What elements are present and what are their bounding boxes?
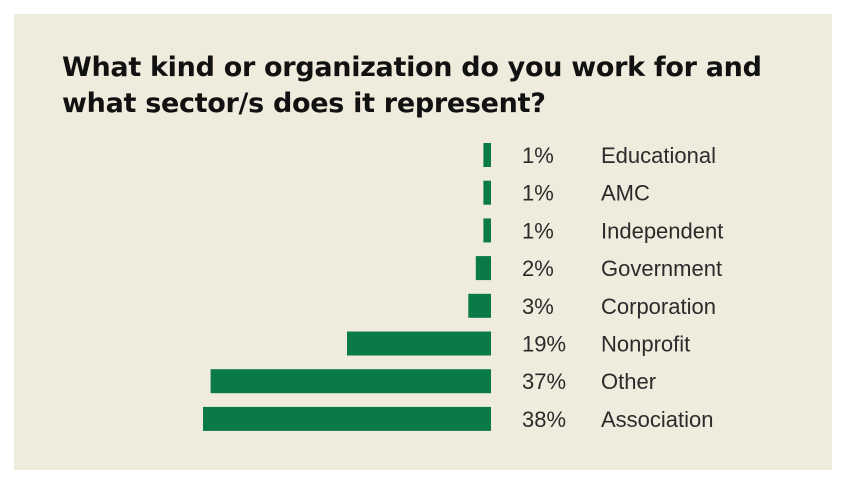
value-labels-group: 1% 1% 1% 2% 3% 19% 37% 38% — [522, 143, 566, 432]
category-label-amc: AMC — [601, 181, 650, 206]
value-label-other: 37% — [522, 369, 566, 394]
bar-educational — [483, 143, 491, 167]
bar-corporation — [468, 293, 491, 318]
value-label-corporation: 3% — [522, 294, 554, 319]
bars-group — [203, 143, 491, 431]
bar-other — [210, 369, 491, 394]
value-label-independent: 1% — [522, 218, 554, 243]
chart-panel: What kind or organization do you work fo… — [14, 14, 832, 470]
value-label-nonprofit: 19% — [522, 332, 566, 357]
bar-chart: 1% 1% 1% 2% 3% 19% 37% 38% Educational AMC Indepe… — [203, 143, 723, 432]
value-label-association: 38% — [522, 407, 566, 432]
chart-title: What kind or organization do you work fo… — [62, 52, 762, 119]
value-label-amc: 1% — [522, 181, 554, 206]
category-label-corporation: Corporation — [601, 294, 716, 319]
bar-amc — [483, 180, 491, 205]
category-label-government: Government — [601, 256, 722, 281]
bar-association — [203, 406, 491, 431]
value-label-educational: 1% — [522, 143, 554, 168]
category-labels-group: Educational AMC Independent Government Corpo… — [601, 143, 723, 432]
bar-nonprofit — [347, 331, 491, 356]
category-label-nonprofit: Nonprofit — [601, 332, 690, 357]
bar-government — [475, 256, 491, 281]
category-label-association: Association — [601, 407, 714, 432]
category-label-other: Other — [601, 369, 656, 394]
value-label-government: 2% — [522, 256, 554, 281]
bar-independent — [483, 218, 491, 243]
category-label-independent: Independent — [601, 218, 723, 243]
category-label-educational: Educational — [601, 143, 716, 168]
